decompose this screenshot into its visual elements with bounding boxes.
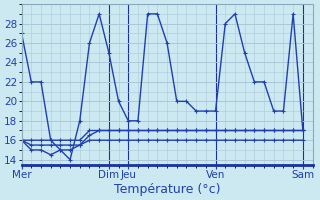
X-axis label: Température (°c): Température (°c) bbox=[114, 183, 220, 196]
